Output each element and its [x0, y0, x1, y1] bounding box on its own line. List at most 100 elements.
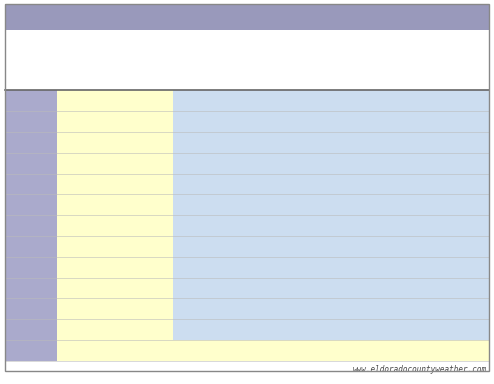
Text: 168.3: 168.3 [254, 179, 281, 189]
Text: 11.3: 11.3 [383, 200, 405, 209]
Text: 6.2: 6.2 [136, 283, 152, 293]
Text: 1.9: 1.9 [136, 138, 152, 147]
Text: 0.0: 0.0 [196, 200, 212, 209]
Text: 150.0: 150.0 [318, 325, 344, 334]
Text: (Hours): (Hours) [249, 76, 287, 85]
Text: El Dorado Weather: El Dorado Weather [357, 10, 484, 23]
Text: >= 1mm: >= 1mm [378, 76, 411, 85]
Text: 124.6: 124.6 [254, 242, 281, 251]
Text: 129.9: 129.9 [254, 159, 281, 168]
Text: 13.6: 13.6 [447, 159, 468, 168]
Text: Min
Temp: Min Temp [133, 40, 154, 60]
Text: 5.6: 5.6 [78, 96, 94, 105]
Text: 131.9: 131.9 [318, 283, 344, 293]
Text: Year: Year [11, 346, 33, 355]
Text: 5.0: 5.0 [136, 346, 152, 355]
Text: 10.1: 10.1 [76, 283, 97, 293]
Text: Apr: Apr [11, 159, 27, 168]
Text: 7.6: 7.6 [78, 305, 94, 313]
Text: 152.4: 152.4 [318, 305, 344, 313]
Text: 85.6: 85.6 [257, 138, 279, 147]
Text: 3.6: 3.6 [136, 305, 152, 313]
Text: Month: Month [18, 76, 44, 85]
Text: Jul: Jul [11, 221, 27, 230]
Text: (mm): (mm) [320, 76, 342, 85]
Text: 17.4: 17.4 [383, 263, 405, 272]
Text: 0.5: 0.5 [196, 179, 212, 189]
Text: 1065.6: 1065.6 [251, 346, 284, 355]
Text: 4.3: 4.3 [196, 159, 212, 168]
Text: 74.2: 74.2 [320, 159, 342, 168]
Text: 19.0: 19.0 [383, 138, 405, 147]
Text: 33.0: 33.0 [257, 305, 279, 313]
Text: 0.0: 0.0 [196, 221, 212, 230]
Text: 22.2: 22.2 [383, 325, 405, 334]
Text: May: May [11, 179, 27, 189]
Text: 12.2: 12.2 [447, 179, 468, 189]
Text: 12.2: 12.2 [76, 200, 97, 209]
Text: 197.9: 197.9 [381, 346, 408, 355]
Text: Dec: Dec [11, 325, 27, 334]
Text: (Days): (Days) [188, 76, 220, 85]
Text: Oct: Oct [11, 283, 27, 293]
Text: 7.7: 7.7 [78, 159, 94, 168]
Text: 148.2: 148.2 [254, 200, 281, 209]
Text: Lerwick: Lerwick [10, 10, 62, 23]
Text: Mar: Mar [11, 138, 27, 147]
Text: 7.7: 7.7 [196, 117, 212, 126]
Text: 8.2: 8.2 [136, 263, 152, 272]
Text: 38.1: 38.1 [194, 346, 215, 355]
Text: 11.0: 11.0 [383, 221, 405, 230]
Text: 0.0: 0.0 [196, 242, 212, 251]
Text: Wind at
10 m: Wind at 10 m [439, 40, 476, 60]
Text: 0.5: 0.5 [196, 283, 212, 293]
Text: 1.5: 1.5 [136, 96, 152, 105]
Text: 9.8: 9.8 [136, 242, 152, 251]
Text: 3.5: 3.5 [196, 305, 212, 313]
Text: Rainfall: Rainfall [310, 46, 352, 55]
Text: 58.5: 58.5 [320, 221, 342, 230]
Text: 115.3: 115.3 [318, 263, 344, 272]
Text: Jun: Jun [11, 200, 27, 209]
Text: 6.2: 6.2 [78, 325, 94, 334]
Text: 22.6: 22.6 [257, 96, 279, 105]
Text: Nov: Nov [11, 305, 27, 313]
Text: (Deg C): (Deg C) [67, 76, 105, 85]
Text: 58.6: 58.6 [320, 200, 342, 209]
Text: 11.7: 11.7 [447, 200, 468, 209]
Text: Max
Temp: Max Temp [76, 40, 97, 60]
Text: 78.3: 78.3 [320, 242, 342, 251]
Text: (Knots): (Knots) [439, 76, 476, 85]
Text: 0.0: 0.0 [196, 263, 212, 272]
Text: 6.8: 6.8 [196, 325, 212, 334]
Text: 12.5: 12.5 [383, 242, 405, 251]
Text: 21.5: 21.5 [383, 305, 405, 313]
Text: 16.8: 16.8 [447, 117, 468, 126]
Text: 6.5: 6.5 [196, 138, 212, 147]
Text: 15.1: 15.1 [447, 283, 468, 293]
Text: Feb: Feb [11, 117, 27, 126]
Text: 14.4: 14.4 [383, 159, 405, 168]
Text: 53.6: 53.6 [320, 179, 342, 189]
Text: 1238.1: 1238.1 [315, 346, 347, 355]
Text: 7.4: 7.4 [136, 200, 152, 209]
Text: 2.0: 2.0 [136, 325, 152, 334]
Text: 17.8: 17.8 [383, 117, 405, 126]
Text: Days of
Air Frost: Days of Air Frost [181, 40, 228, 60]
Text: 1.4: 1.4 [136, 117, 152, 126]
Text: Sep: Sep [11, 263, 27, 272]
Text: Days of
Rainfall: Days of Rainfall [373, 40, 415, 60]
Text: 10.8: 10.8 [447, 221, 468, 230]
Text: 52.3: 52.3 [257, 117, 279, 126]
Text: Aug: Aug [11, 242, 27, 251]
Text: 5.2: 5.2 [136, 179, 152, 189]
Text: Jan: Jan [11, 96, 27, 105]
Text: 6.3: 6.3 [78, 138, 94, 147]
Text: 107.8: 107.8 [318, 117, 344, 126]
Text: 122.3: 122.3 [318, 138, 344, 147]
Text: 14.2: 14.2 [76, 242, 97, 251]
Text: (Deg C): (Deg C) [125, 76, 163, 85]
Text: 14.9: 14.9 [257, 325, 279, 334]
Text: 135.4: 135.4 [318, 96, 344, 105]
Text: 19.4: 19.4 [383, 283, 405, 293]
